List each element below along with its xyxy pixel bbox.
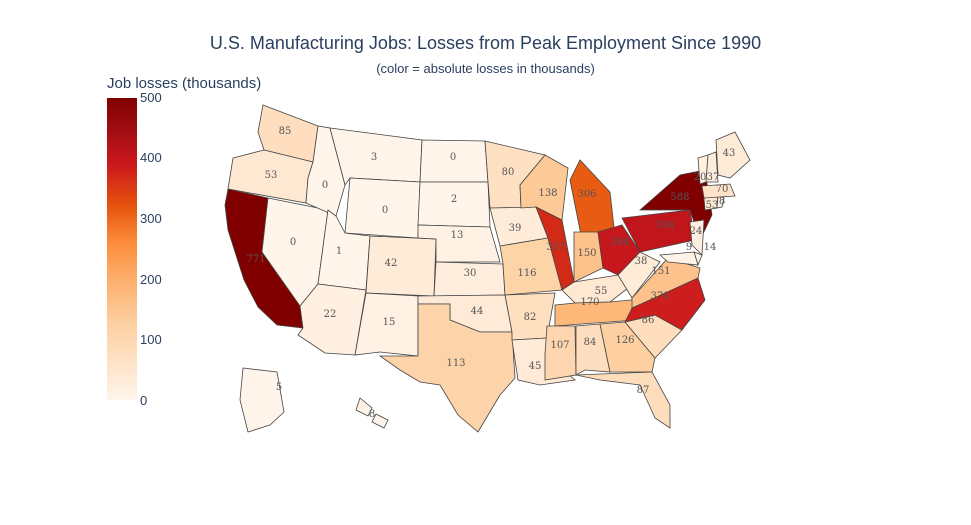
state-fl [575,371,671,429]
state-mi [569,159,616,241]
state-hi [355,397,389,429]
state-value-label: 394 [655,220,674,231]
state-value-label: 53 [706,200,719,211]
state-value-label: 1 [336,246,342,257]
colorbar-tick: 200 [140,272,162,287]
state-value-label: 15 [383,317,396,328]
state-value-label: 9 [686,242,692,253]
state-value-label: 5 [276,382,282,393]
state-value-label: 86 [642,315,655,326]
state-value-label: 116 [517,268,536,279]
chart-subtitle: (color = absolute losses in thousands) [376,61,595,76]
state-value-label: 170 [580,297,599,308]
state-value-label: 82 [524,312,537,323]
state-value-label: 37 [707,172,720,183]
state-value-label: 14 [704,242,717,253]
state-ga [599,321,656,373]
state-value-label: 0 [322,180,328,191]
colorbar-tick: 300 [140,211,162,226]
state-value-label: 55 [595,286,608,297]
colorbar-tick: 0 [140,393,148,408]
state-value-label: 384 [610,237,629,248]
state-value-label: 113 [446,358,465,369]
state-value-label: 150 [577,248,596,259]
state-value-label: 0 [450,152,456,163]
state-va [631,257,701,309]
state-az [297,283,367,356]
colorbar-gradient [107,98,137,400]
state-tx [378,303,516,433]
state-value-label: 80 [502,167,515,178]
state-mo [499,237,563,296]
state-value-label: 588 [670,192,689,203]
state-value-label: 44 [471,306,484,317]
state-nm [354,292,419,357]
state-value-label: 3 [371,152,377,163]
state-co [365,235,437,297]
state-wv [617,251,661,299]
state-value-label: 87 [637,385,650,396]
colorbar-title: Job losses (thousands) [107,75,262,92]
state-value-label: 107 [550,340,569,351]
colorbar-tick: 400 [140,150,162,165]
state-value-label: 306 [577,189,596,200]
state-ak [239,367,285,433]
state-value-label: 43 [723,148,736,159]
state-ri [716,195,725,209]
state-value-label: 22 [324,309,337,320]
state-value-label: 39 [509,223,522,234]
state-me [715,131,751,179]
state-ma [701,183,736,199]
state-nh [705,151,719,183]
state-value-label: 45 [529,361,542,372]
state-value-label: 53 [265,170,278,181]
state-value-label: 2 [451,194,457,205]
state-value-label: 370 [650,291,669,302]
state-value-label: 20 [694,172,707,183]
state-value-label: 138 [538,188,557,199]
state-value-label: 13 [451,230,464,241]
state-al [575,323,611,376]
state-value-label: 8 [369,409,375,420]
state-value-label: 38 [635,256,648,267]
state-value-label: 0 [382,205,388,216]
state-value-label: 84 [584,337,597,348]
state-md [659,251,699,266]
state-value-label: 42 [385,258,398,269]
state-value-label: 126 [615,335,634,346]
state-value-label: 30 [464,268,477,279]
state-value-label: 70 [716,184,729,195]
colorbar-tick: 100 [140,332,162,347]
state-value-label: 151 [651,266,670,277]
state-value-label: 85 [279,126,292,137]
state-ms [544,325,577,381]
chart-title: U.S. Manufacturing Jobs: Losses from Pea… [209,33,762,53]
state-value-label: 771 [246,254,265,265]
state-value-label: 0 [290,237,296,248]
state-value-label: 357 [546,242,565,253]
state-value-label: 8 [719,196,725,207]
state-value-label: 24 [690,226,703,237]
colorbar-tick: 500 [140,90,162,105]
state-ny [638,169,713,242]
